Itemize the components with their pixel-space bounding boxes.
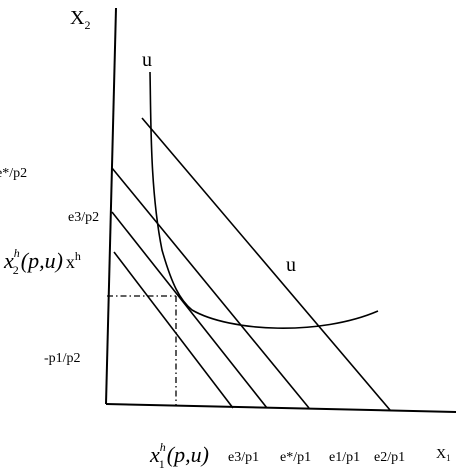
label-e1-p1: e1/p1 — [329, 450, 360, 465]
budget-line-e2 — [141, 117, 391, 411]
x-axis — [105, 403, 457, 413]
curve-label-u-top: u — [142, 49, 152, 71]
indifference-curve-u — [149, 71, 379, 329]
label-e3-p1: e3/p1 — [228, 450, 259, 465]
budget-line-estar — [111, 211, 268, 409]
budget-line-e3 — [113, 251, 234, 409]
label-e2-p1: e2/p1 — [374, 450, 405, 465]
label-estar-p1: e*/p1 — [280, 450, 311, 465]
x-axis-label: X1 — [436, 447, 451, 463]
label-hicks-x2: xh 2(p,u) xh — [3, 246, 81, 277]
curve-label-u-right: u — [286, 254, 296, 276]
y-axis-label: X2 — [70, 7, 90, 32]
y-axis — [105, 7, 117, 405]
budget-line-e1 — [111, 167, 310, 409]
label-e3-p2: e3/p2 — [68, 210, 99, 225]
label-minus-p1-p2: -p1/p2 — [44, 351, 81, 366]
label-estar-p2: e*/p2 — [0, 166, 27, 181]
label-hicks-x1: xh 1(p,u) — [149, 440, 209, 471]
